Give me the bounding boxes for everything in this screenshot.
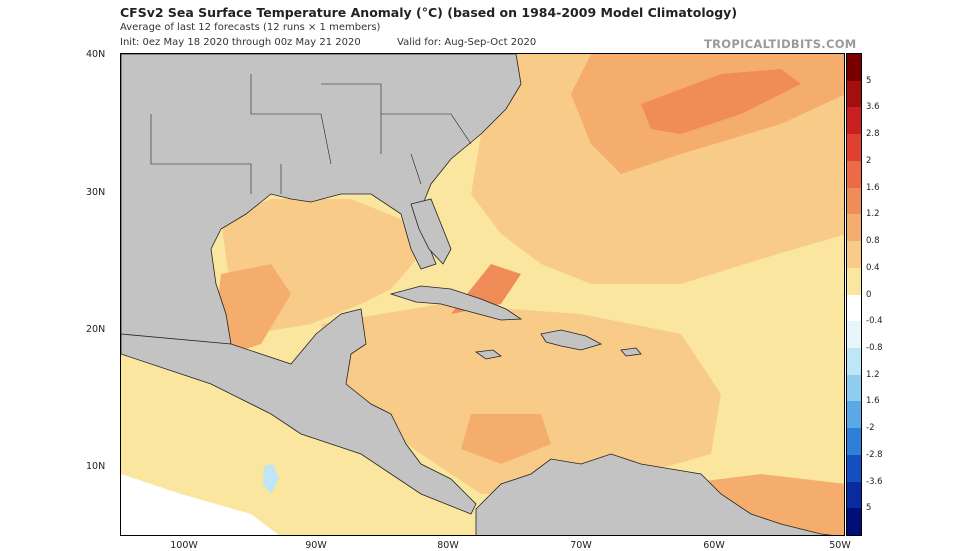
lon-label-80w: 80W [437,540,459,551]
lon-label-60w: 60W [703,540,725,551]
colorbar-segment [847,321,861,349]
colorbar-tick-label: -2 [866,423,875,434]
colorbar-segment [847,267,861,295]
brand-watermark: TROPICALTIDBITS.COM [704,37,857,51]
map-canvas [121,54,844,535]
colorbar-tick-label: 1.2 [866,209,880,220]
lat-label-40n: 40N [86,49,106,60]
colorbar-tick-label: 0.4 [866,262,880,273]
colorbar-tick-label: 0 [866,289,872,300]
lon-label-50w: 50W [829,540,851,551]
colorbar-segment [847,401,861,429]
colorbar-segment [847,241,861,269]
colorbar-segment [847,160,861,188]
land-south-america [475,453,833,535]
colorbar-segment [847,134,861,162]
colorbar-tick-label: -0.4 [866,316,883,327]
pacific-cool [263,464,279,494]
sst-anomaly-map [120,53,845,536]
caribbean-spot [461,414,551,464]
colorbar-segment [847,428,861,456]
gulf-warmer [216,264,291,354]
colorbar-tick-label: 0.8 [866,236,880,247]
colorbar-segment [847,294,861,322]
caribbean-warm [321,304,721,494]
colorbar-tick-label: 3.6 [866,102,880,113]
lon-label-70w: 70W [570,540,592,551]
valid-label: Valid for: Aug-Sep-Oct 2020 [397,37,537,48]
chart-title: CFSv2 Sea Surface Temperature Anomaly (°… [120,5,738,20]
lon-label-100w: 100W [170,540,198,551]
chart-subtitle: Average of last 12 forecasts (12 runs × … [120,22,381,33]
colorbar-tick-label: -0.8 [866,342,883,353]
init-label: Init: 0ez May 18 2020 through 00z May 21… [120,37,361,48]
land-north-america [121,54,522,345]
colorbar-tick-label: 2 [866,155,872,166]
land-mexico [121,308,477,515]
colorbar-tick-label: -2.8 [866,449,883,460]
anomaly-band-hot [641,69,801,134]
colorbar-segment [847,214,861,242]
colorbar-segment [847,187,861,215]
colorbar [846,53,862,536]
land-puerto-rico [620,347,642,357]
land-cuba [389,285,523,321]
colorbar-segment [847,347,861,375]
colorbar-segment [847,80,861,108]
land-hispaniola [540,329,603,351]
lon-label-90w: 90W [305,540,327,551]
colorbar-segment [847,508,861,536]
land-florida [410,198,452,265]
lat-label-20n: 20N [86,324,106,335]
colorbar-tick-label: 1.2 [866,369,880,380]
pacific-white [121,474,279,535]
state-boundaries [150,74,472,194]
colorbar-tick-label: 2.8 [866,129,880,140]
lat-label-10n: 10N [86,461,106,472]
colorbar-tick-label: 5 [866,503,872,514]
colorbar-segment [847,107,861,135]
lat-label-30n: 30N [86,187,106,198]
colorbar-segment [847,54,861,81]
colorbar-segment [847,374,861,402]
colorbar-tick-label: 1.6 [866,396,880,407]
land-jamaica [474,349,502,360]
colorbar-tick-label: 5 [866,75,872,86]
colorbar-tick-label: -3.6 [866,476,883,487]
colorbar-tick-label: 1.6 [866,182,880,193]
colorbar-segment [847,481,861,509]
colorbar-segment [847,454,861,482]
